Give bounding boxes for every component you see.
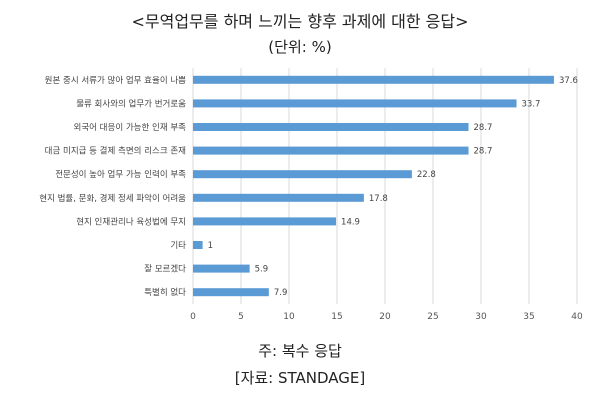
data-label: 28.7 <box>474 123 493 133</box>
bar <box>193 288 269 297</box>
data-label: 7.9 <box>274 288 288 298</box>
bar <box>193 146 469 155</box>
category-label: 원본 중시 서류가 많아 업무 효율이 나쁨 <box>45 75 187 86</box>
bar <box>193 99 517 108</box>
x-tick-label: 40 <box>571 312 583 322</box>
category-label: 물류 회사와의 업무가 번거로움 <box>76 98 186 109</box>
category-label: 특별히 없다 <box>144 287 186 298</box>
data-label: 33.7 <box>522 99 541 109</box>
x-tick-label: 10 <box>283 312 295 322</box>
bar <box>193 217 337 226</box>
data-label: 1 <box>208 241 213 251</box>
x-tick-label: 30 <box>475 312 487 322</box>
data-label: 37.6 <box>559 76 578 86</box>
chart-subtitle: (단위: %) <box>268 38 332 56</box>
bar <box>193 75 554 84</box>
x-tick-label: 0 <box>190 312 196 322</box>
data-label: 5.9 <box>255 265 269 275</box>
chart-source: [자료: STANDAGE] <box>234 369 366 387</box>
chart-note: 주: 복수 응답 <box>258 342 342 360</box>
category-label: 전문성이 높아 업무 가능 인력이 부족 <box>55 169 186 180</box>
bar <box>193 193 364 202</box>
data-label: 17.8 <box>369 194 388 204</box>
category-label: 대금 미지급 등 결제 측면의 리스크 존재 <box>45 146 186 157</box>
bar <box>193 264 250 273</box>
category-label: 외국어 대응이 가능한 인재 부족 <box>74 122 187 133</box>
data-label: 22.8 <box>417 170 436 180</box>
category-label: 현지 인재관리나 육성법에 무지 <box>76 216 186 227</box>
bar <box>193 123 469 131</box>
bar <box>193 241 203 249</box>
x-tick-label: 35 <box>523 312 534 322</box>
data-label: 28.7 <box>474 147 493 157</box>
x-tick-label: 20 <box>379 312 391 322</box>
category-label: 현지 법률, 문화, 경제 정세 파악이 어려움 <box>39 193 186 204</box>
category-label: 잘 모르겠다 <box>144 264 186 275</box>
x-tick-label: 25 <box>427 312 438 322</box>
chart-title: <무역업무를 하며 느끼는 향후 과제에 대한 응답> <box>131 12 469 31</box>
x-tick-label: 5 <box>238 312 244 322</box>
data-label: 14.9 <box>341 217 360 227</box>
bar <box>193 170 412 179</box>
category-label: 기타 <box>170 241 186 251</box>
x-tick-label: 15 <box>331 312 342 322</box>
